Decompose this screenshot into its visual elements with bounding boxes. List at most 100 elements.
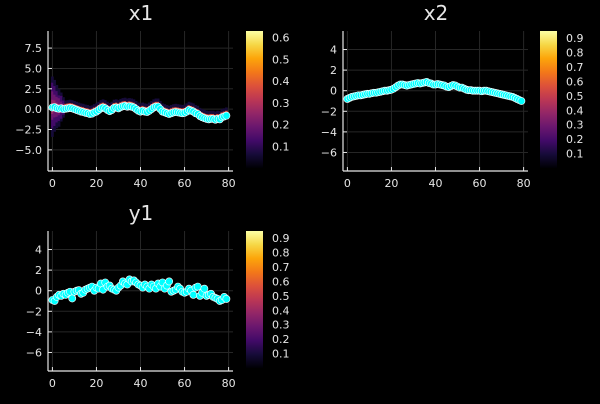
heatmap-cell [53,116,56,121]
heatmap-cell [220,109,224,113]
y-tick-label: 0.0 [25,103,43,116]
colorbar-tick-label: 0.7 [272,261,290,274]
heatmap-cell [55,124,59,129]
heatmap-cell [176,104,180,108]
heatmap-cell [59,115,63,119]
heatmap-cell [53,91,56,95]
heatmap-cell [62,111,65,115]
heatmap-cell [114,99,118,103]
heatmap-cell [110,101,114,106]
heatmap-cell [59,118,63,122]
heatmap-cell [62,102,65,107]
heatmap-cell [174,103,178,108]
colorbar-tick-label: 0.3 [272,319,290,332]
subplot-title: x1 [129,1,154,25]
x-tick-label: 80 [222,177,236,190]
heatmap-cell [55,84,59,89]
heatmap-cell [106,101,109,106]
heatmap-cell [51,96,54,100]
heatmap-cell [53,85,56,89]
heatmap-cell [55,87,59,92]
heatmap-cell [62,97,65,101]
colorbar-tick-label: 0.1 [272,348,290,361]
heatmap-cell [183,104,186,108]
heatmap-cell [189,102,193,106]
heatmap-cell [196,105,200,110]
heatmap-cell [55,102,59,106]
colorbar-gradient [540,31,557,168]
heatmap-cell [55,96,59,100]
heatmap-cell [147,102,151,106]
heatmap-cell [51,116,54,120]
y-tick-label: −6 [321,146,337,159]
heatmap-cell [70,100,74,104]
colorbar-tick-label: 0.2 [272,119,290,132]
heatmap-cell [128,98,131,102]
heatmap-cell [55,116,59,120]
heatmap-cell [53,82,56,87]
x-tick-label: 20 [89,177,103,190]
heatmap-cell [95,103,98,107]
heatmap-cell [77,102,81,106]
heatmap-cell [51,119,54,123]
heatmap-cell [143,103,147,107]
colorbar: 0.1 0.20.3 0.40.5 0.60.70.8 0.9 [246,231,290,368]
y-tick-label: 4 [35,244,42,257]
heatmap-cell [145,103,149,108]
heatmap-cell [51,124,54,129]
heatmap-cell [53,94,56,98]
heatmap-cell [51,133,54,137]
heatmap-cell [57,111,61,116]
heatmap-cell [53,97,56,101]
heatmap-cell [187,101,191,106]
heatmap-cell [57,89,61,93]
heatmap-cell [150,100,153,105]
heatmap-cell [198,107,202,112]
y-tick-label: −2 [26,305,42,318]
heatmap-cell [99,100,103,104]
colorbar-tick-label: 0.3 [566,119,584,132]
y-tick-label: 5.0 [25,62,43,75]
heatmap-cell [68,99,72,104]
heatmap-cell [214,111,217,115]
heatmap-cell [51,130,54,135]
x-tick-label: 60 [178,177,192,190]
heatmap-cell [84,104,87,108]
heatmap-cell [59,95,63,99]
colorbar-tick-label: 0.7 [566,61,584,74]
heatmap-cell [101,99,105,103]
heatmap-cell [121,98,125,102]
heatmap-cell [97,101,101,106]
scatter-point [517,97,526,105]
heatmap-cell [51,90,54,95]
heatmap-cell [57,92,61,96]
x-tick-label: 20 [89,377,103,390]
heatmap-cell [66,100,70,104]
heatmap-cell [152,99,156,103]
colorbar-gradient [246,31,263,168]
heatmap-cell [163,104,167,108]
heatmap-cell [205,110,208,115]
heatmap-cell [75,101,78,106]
colorbar-tick-label: 0.5 [272,53,290,66]
heatmap-cell [90,105,94,109]
heatmap-cell [125,98,129,102]
heatmap-cell [53,128,56,132]
x-tick-label: 0 [344,177,351,190]
heatmap-cell [178,104,182,108]
heatmap-cell [57,123,61,127]
x-tick-label: 0 [49,377,56,390]
colorbar-tick-label: 0.3 [272,97,290,110]
heatmap-cell [51,113,54,117]
scatter-point [165,277,174,286]
colorbar-tick-label: 0.6 [272,32,290,45]
heatmap-cell [158,100,162,105]
colorbar-tick-label: 0.6 [566,75,584,88]
heatmap-cell [53,125,56,129]
y-tick-label: −6 [26,346,42,359]
heatmap-cell [53,122,56,127]
heatmap-cell [57,97,61,102]
heatmap-cell [51,110,54,115]
